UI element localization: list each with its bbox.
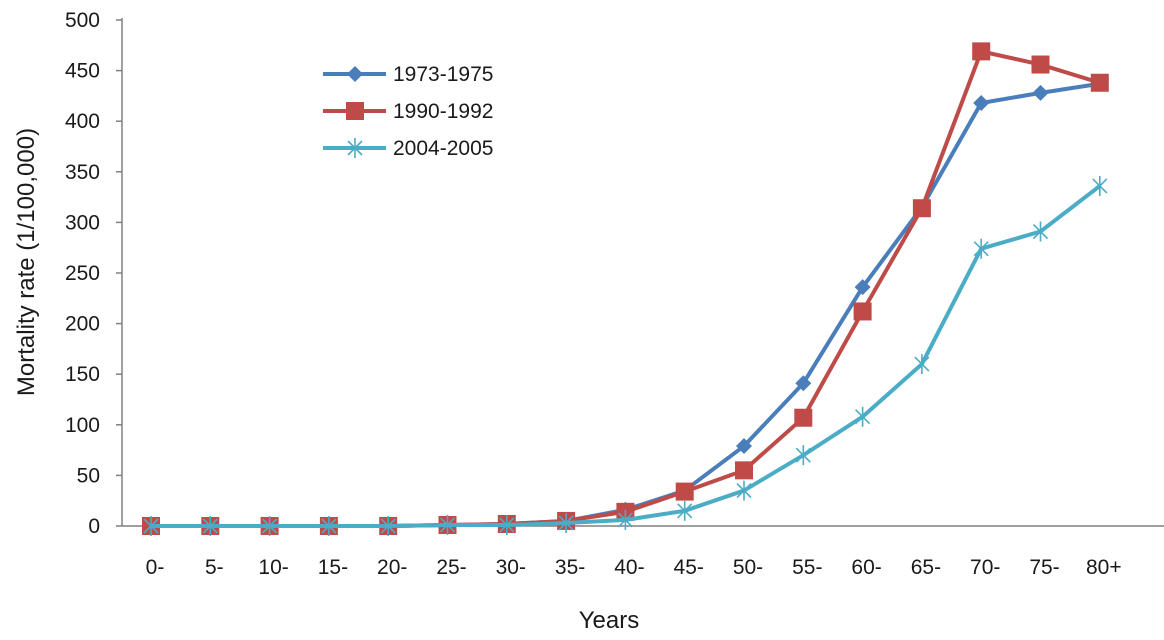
legend: 1973-1975 1990-1992 2004-2005 [323, 63, 493, 160]
series-1973-1975 [143, 75, 1108, 534]
series-layer [142, 42, 1109, 536]
legend-label: 2004-2005 [393, 137, 493, 160]
series-line [151, 81, 1101, 528]
data-point-asterisk [143, 516, 159, 536]
series-2004-2005 [143, 175, 1108, 536]
y-tick-label: 350 [65, 161, 100, 184]
x-tick-label: 45- [674, 556, 704, 579]
data-point-square [1031, 55, 1050, 74]
y-ticks: 0 50 100 150 200 250 300 350 400 450 500 [65, 9, 122, 538]
data-point-asterisk [347, 138, 363, 158]
y-axis-title: Mortality rate (1/100,000) [13, 128, 40, 396]
legend-label: 1990-1992 [393, 100, 493, 123]
x-tick-label: 60- [851, 556, 881, 579]
y-tick-label: 0 [88, 515, 100, 538]
x-tick-label: 15- [318, 556, 348, 579]
data-point-diamond [347, 66, 363, 82]
y-tick-label: 150 [65, 363, 100, 386]
data-point-asterisk [855, 406, 871, 427]
data-point-asterisk [795, 445, 811, 466]
x-tick-label: 80+ [1086, 556, 1122, 579]
data-point-square [1090, 73, 1109, 92]
x-tick-label: 10- [258, 556, 288, 579]
x-tick-label: 25- [436, 556, 466, 579]
data-point-square [912, 199, 931, 218]
data-point-square [346, 102, 364, 120]
series-1990-1992 [142, 42, 1109, 535]
data-point-asterisk [439, 514, 456, 535]
data-point-asterisk [677, 500, 693, 521]
legend-item: 2004-2005 [323, 137, 493, 160]
legend-label: 1973-1975 [393, 63, 493, 86]
x-tick-label: 70- [970, 556, 1000, 579]
data-point-asterisk [321, 516, 337, 536]
x-tick-label: 35- [555, 556, 585, 579]
data-point-asterisk [736, 480, 752, 501]
x-tick-label: 30- [496, 556, 526, 579]
data-point-asterisk [558, 512, 574, 533]
data-point-square [735, 461, 753, 480]
y-tick-label: 500 [65, 9, 100, 32]
data-point-asterisk [914, 354, 930, 375]
x-tick-label: 55- [792, 556, 822, 579]
legend-item: 1990-1992 [323, 100, 493, 123]
data-point-asterisk [617, 509, 633, 530]
y-tick-label: 50 [77, 464, 100, 487]
y-tick-label: 100 [65, 414, 100, 437]
data-point-square [853, 302, 872, 321]
data-point-diamond [736, 438, 752, 455]
data-point-asterisk [1032, 221, 1049, 242]
x-tick-label: 20- [377, 556, 407, 579]
x-axis-title: Years [579, 607, 640, 634]
legend-item: 1973-1975 [323, 63, 493, 86]
series-line [151, 184, 1102, 528]
data-point-asterisk [380, 516, 396, 536]
axes [121, 18, 1164, 527]
data-point-asterisk [973, 238, 989, 259]
x-tick-label: 65- [911, 556, 941, 579]
data-point-square [972, 42, 991, 61]
data-point-square [675, 482, 694, 501]
data-point-diamond [1032, 84, 1049, 101]
y-tick-label: 400 [65, 110, 100, 133]
x-ticks: 0- 5- 10- 15- 20- 25- 30- 35- 40- 45- 50- 55- 60- 65-… [146, 556, 1122, 579]
data-point-asterisk [262, 516, 278, 536]
series-line [151, 49, 1101, 528]
data-point-diamond [973, 94, 990, 111]
data-point-asterisk [499, 514, 515, 535]
data-point-diamond [795, 375, 812, 392]
data-point-asterisk [202, 516, 218, 536]
x-tick-label: 50- [733, 556, 763, 579]
y-tick-label: 250 [65, 262, 100, 285]
x-tick-label: 0- [146, 556, 165, 579]
y-tick-label: 200 [65, 313, 100, 336]
data-point-diamond [854, 279, 871, 296]
x-tick-label: 5- [205, 556, 224, 579]
data-point-square [794, 408, 813, 427]
data-point-asterisk [1092, 175, 1108, 196]
y-tick-label: 300 [65, 211, 100, 234]
x-tick-label: 75- [1029, 556, 1059, 579]
y-tick-label: 450 [65, 60, 100, 83]
x-tick-label: 40- [614, 556, 644, 579]
